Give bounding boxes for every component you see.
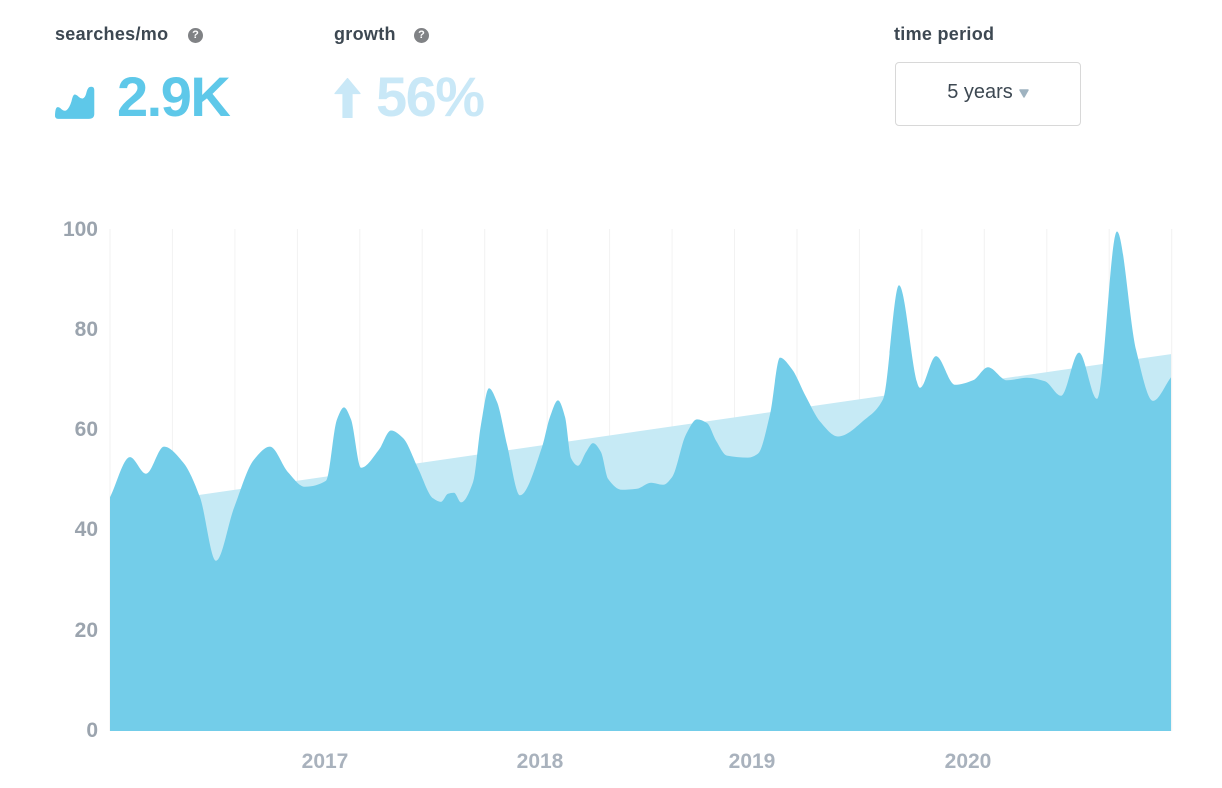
svg-text:60: 60 — [75, 418, 98, 441]
svg-text:80: 80 — [75, 318, 98, 341]
svg-text:2017: 2017 — [302, 750, 349, 773]
svg-text:2020: 2020 — [945, 750, 992, 773]
svg-text:20: 20 — [75, 619, 98, 642]
svg-text:2019: 2019 — [729, 750, 776, 773]
svg-text:2018: 2018 — [517, 750, 564, 773]
svg-text:40: 40 — [75, 518, 98, 541]
svg-text:100: 100 — [63, 218, 98, 241]
svg-text:0: 0 — [86, 719, 98, 742]
